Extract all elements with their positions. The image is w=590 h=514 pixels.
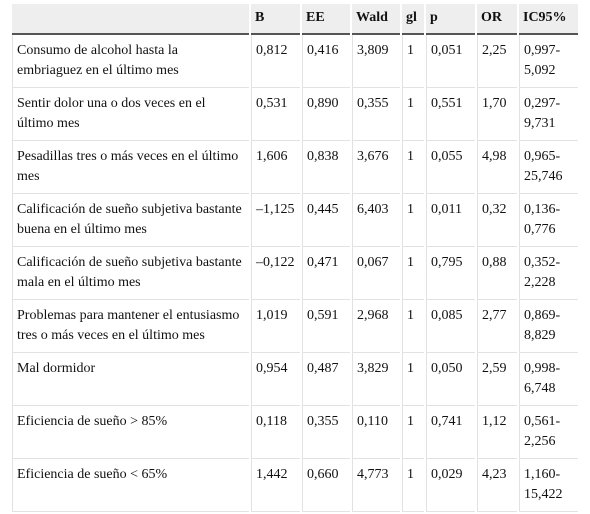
value-cell: 0,136-0,776 — [519, 194, 578, 247]
row-label: Eficiencia de sueño > 85% — [12, 406, 249, 459]
header-row: B EE Wald gl p OR IC95% — [12, 4, 578, 35]
value-cell: 0,561-2,256 — [519, 406, 578, 459]
value-cell: 1 — [402, 406, 424, 459]
value-cell: 1,12 — [477, 406, 517, 459]
value-cell: 0,297-9,731 — [519, 88, 578, 141]
header-cell — [12, 4, 249, 35]
value-cell: 0,32 — [477, 194, 517, 247]
value-cell: 0,355 — [352, 88, 400, 141]
header-cell: gl — [402, 4, 424, 35]
value-cell: 0,890 — [302, 88, 350, 141]
results-table: B EE Wald gl p OR IC95% Consumo de alcohol has… — [10, 4, 580, 512]
header-cell: Wald — [352, 4, 400, 35]
value-cell: 0,591 — [302, 300, 350, 353]
value-cell: 0,838 — [302, 141, 350, 194]
value-cell: 3,676 — [352, 141, 400, 194]
value-cell: 0,085 — [426, 300, 475, 353]
value-cell: 1,019 — [251, 300, 300, 353]
value-cell: 0,067 — [352, 247, 400, 300]
header-cell: IC95% — [519, 4, 578, 35]
value-cell: 2,59 — [477, 353, 517, 406]
row-label: Sentir dolor una o dos veces en el últim… — [12, 88, 249, 141]
value-cell: 1 — [402, 88, 424, 141]
table-row: Eficiencia de sueño > 85% 0,118 0,355 0,110… — [12, 406, 578, 459]
table-row: Sentir dolor una o dos veces en el últim… — [12, 88, 578, 141]
value-cell: 0,051 — [426, 35, 475, 88]
header-cell: p — [426, 4, 475, 35]
value-cell: 0,050 — [426, 353, 475, 406]
value-cell: 6,403 — [352, 194, 400, 247]
value-cell: 1,442 — [251, 459, 300, 512]
value-cell: 0,88 — [477, 247, 517, 300]
value-cell: 4,98 — [477, 141, 517, 194]
value-cell: 1,160-15,422 — [519, 459, 578, 512]
value-cell: 0,355 — [302, 406, 350, 459]
value-cell: –0,122 — [251, 247, 300, 300]
header-cell: OR — [477, 4, 517, 35]
value-cell: 0,471 — [302, 247, 350, 300]
value-cell: 1 — [402, 141, 424, 194]
value-cell: 2,968 — [352, 300, 400, 353]
value-cell: 0,551 — [426, 88, 475, 141]
value-cell: 3,809 — [352, 35, 400, 88]
value-cell: 1 — [402, 459, 424, 512]
value-cell: 0,055 — [426, 141, 475, 194]
value-cell: 0,118 — [251, 406, 300, 459]
value-cell: 0,660 — [302, 459, 350, 512]
table-row: Calificación de sueño subjetiva bastante… — [12, 194, 578, 247]
value-cell: 0,954 — [251, 353, 300, 406]
value-cell: 0,812 — [251, 35, 300, 88]
row-label: Calificación de sueño subjetiva bastante… — [12, 194, 249, 247]
value-cell: 1 — [402, 300, 424, 353]
value-cell: 0,869-8,829 — [519, 300, 578, 353]
value-cell: 1,606 — [251, 141, 300, 194]
value-cell: 0,445 — [302, 194, 350, 247]
value-cell: 0,110 — [352, 406, 400, 459]
value-cell: 0,965-25,746 — [519, 141, 578, 194]
row-label: Pesadillas tres o más veces en el último… — [12, 141, 249, 194]
value-cell: 3,829 — [352, 353, 400, 406]
value-cell: 0,416 — [302, 35, 350, 88]
value-cell: 0,352-2,228 — [519, 247, 578, 300]
header-cell: EE — [302, 4, 350, 35]
table-body: Consumo de alcohol hasta la embriaguez e… — [12, 35, 578, 512]
table-row: Mal dormidor 0,954 0,487 3,829 1 0,050 2,59 0,9… — [12, 353, 578, 406]
value-cell: 4,773 — [352, 459, 400, 512]
table-row: Problemas para mantener el entusiasmo tr… — [12, 300, 578, 353]
row-label: Consumo de alcohol hasta la embriaguez e… — [12, 35, 249, 88]
table-row: Pesadillas tres o más veces en el último… — [12, 141, 578, 194]
table-row: Calificación de sueño subjetiva bastante… — [12, 247, 578, 300]
value-cell: 0,997-5,092 — [519, 35, 578, 88]
table-row: Eficiencia de sueño < 65% 1,442 0,660 4,773… — [12, 459, 578, 512]
value-cell: 2,77 — [477, 300, 517, 353]
value-cell: 1 — [402, 194, 424, 247]
value-cell: 2,25 — [477, 35, 517, 88]
value-cell: 0,998-6,748 — [519, 353, 578, 406]
value-cell: 1 — [402, 353, 424, 406]
value-cell: 0,795 — [426, 247, 475, 300]
header-cell: B — [251, 4, 300, 35]
value-cell: 1 — [402, 35, 424, 88]
value-cell: 4,23 — [477, 459, 517, 512]
value-cell: 0,029 — [426, 459, 475, 512]
value-cell: 1 — [402, 247, 424, 300]
value-cell: 0,741 — [426, 406, 475, 459]
value-cell: –1,125 — [251, 194, 300, 247]
row-label: Mal dormidor — [12, 353, 249, 406]
value-cell: 0,531 — [251, 88, 300, 141]
table-row: Consumo de alcohol hasta la embriaguez e… — [12, 35, 578, 88]
row-label: Calificación de sueño subjetiva bastante… — [12, 247, 249, 300]
value-cell: 0,487 — [302, 353, 350, 406]
row-label: Eficiencia de sueño < 65% — [12, 459, 249, 512]
value-cell: 0,011 — [426, 194, 475, 247]
row-label: Problemas para mantener el entusiasmo tr… — [12, 300, 249, 353]
value-cell: 1,70 — [477, 88, 517, 141]
